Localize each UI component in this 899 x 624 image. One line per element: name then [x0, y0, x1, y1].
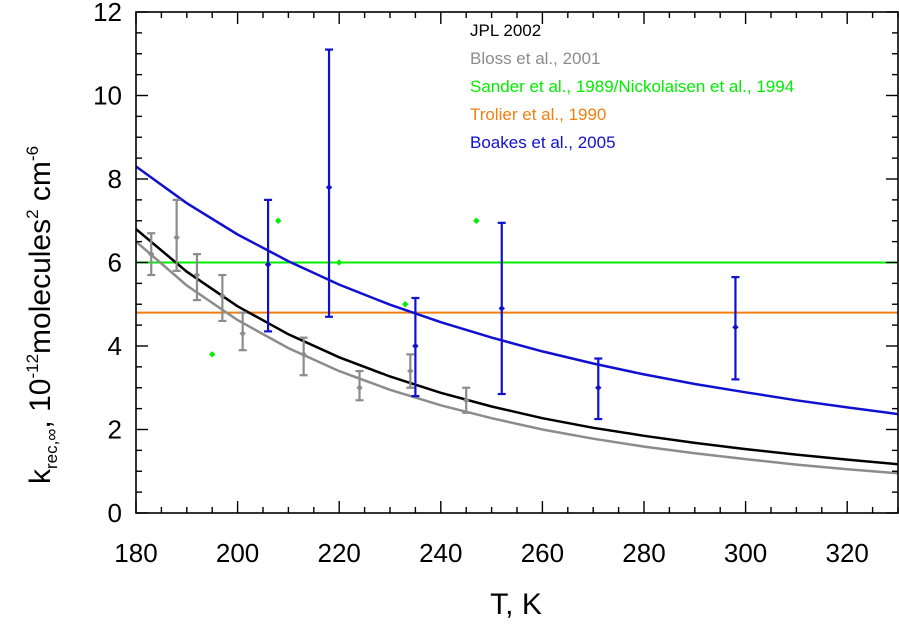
- x-tick-label: 240: [419, 538, 462, 568]
- data-point: [473, 217, 480, 224]
- y-tick-label: 8: [108, 164, 122, 194]
- y-axis-label-part: rec,∞: [42, 429, 61, 469]
- data-point: [209, 351, 216, 358]
- x-tick-label: 220: [318, 538, 361, 568]
- axes: 180 200 220 240 260 280 300 320 0 2 4 6 8 10 12: [93, 0, 899, 568]
- y-axis-label-part: 2: [23, 209, 42, 218]
- data-point: [463, 397, 470, 404]
- x-tick-label: 200: [216, 538, 259, 568]
- data-point: [407, 367, 414, 375]
- y-axis-title: krec,∞, 10-12molecules2 cm-6: [23, 146, 61, 484]
- fit-curve: [136, 165, 898, 416]
- x-tick-label: 180: [114, 538, 157, 568]
- data-point: [325, 184, 333, 191]
- data-point: [264, 261, 272, 268]
- legend-entry: Trolier et al., 1990: [470, 105, 606, 124]
- data-point: [595, 384, 602, 391]
- data-point: [498, 305, 505, 312]
- x-tick-label: 280: [622, 538, 665, 568]
- data-point: [300, 351, 307, 358]
- data-point: [239, 330, 246, 337]
- x-tick-label: 300: [724, 538, 767, 568]
- y-tick-label: 2: [108, 415, 122, 445]
- y-tick-label: 10: [93, 81, 122, 111]
- y-axis-label-part: k: [24, 468, 57, 484]
- data-point: [732, 324, 739, 331]
- y-tick-label: 0: [108, 498, 122, 528]
- legend-entry: Boakes et al., 2005: [470, 133, 616, 152]
- data-point: [412, 342, 419, 350]
- fit-curve: [136, 228, 898, 466]
- data-point: [193, 271, 201, 279]
- legend-entry: Sander et al., 1989/Nickolaisen et al., …: [470, 77, 794, 96]
- legend-entry: Bloss et al., 2001: [470, 49, 600, 68]
- y-axis-label-part: , 10: [24, 379, 57, 429]
- data-point: [148, 250, 155, 258]
- data-point: [173, 234, 180, 241]
- fit-curve: [136, 240, 898, 475]
- data-point: [356, 384, 363, 391]
- data-point: [402, 301, 409, 308]
- x-axis-title: T, K: [490, 588, 542, 621]
- y-axis-label-part: -6: [23, 146, 42, 161]
- x-tick-label: 260: [521, 538, 564, 568]
- y-axis-label-part: molecules: [24, 219, 57, 354]
- y-axis-label-part: -12: [23, 354, 42, 379]
- y-axis-label-part: cm: [24, 161, 57, 209]
- plot-area: [136, 48, 898, 475]
- data-point: [336, 259, 343, 266]
- x-tick-label: 320: [826, 538, 869, 568]
- legend-entry: JPL 2002: [470, 21, 541, 40]
- y-tick-label: 12: [93, 0, 122, 27]
- data-point: [275, 217, 282, 224]
- data-point: [219, 292, 226, 300]
- y-tick-label: 6: [108, 248, 122, 278]
- y-axis-label: krec,∞, 10-12molecules2 cm-6: [23, 146, 61, 484]
- legend: JPL 2002 Bloss et al., 2001 Sander et al.,…: [470, 21, 794, 152]
- y-tick-label: 4: [108, 331, 122, 361]
